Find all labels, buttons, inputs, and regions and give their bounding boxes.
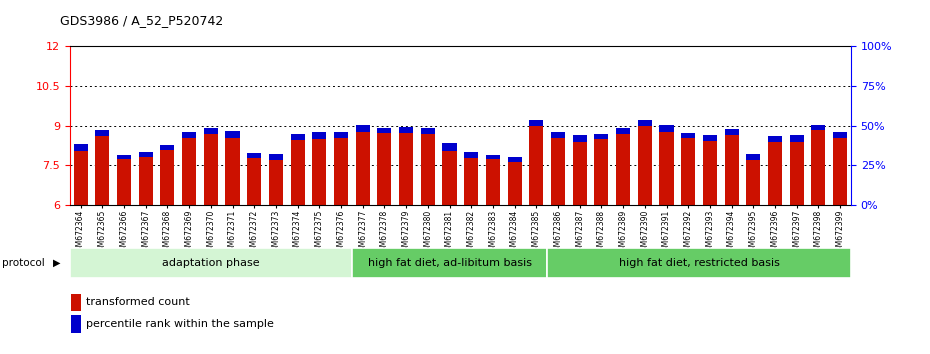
Bar	[724, 135, 738, 205]
Bar	[681, 133, 696, 138]
Text: adaptation phase: adaptation phase	[162, 258, 259, 268]
Bar	[616, 129, 631, 134]
Bar	[225, 131, 240, 138]
Bar	[73, 144, 87, 151]
Bar	[139, 157, 153, 205]
Bar	[355, 125, 370, 132]
Bar	[551, 132, 565, 138]
Text: percentile rank within the sample: percentile rank within the sample	[86, 319, 274, 329]
Bar	[247, 158, 261, 205]
Bar	[352, 248, 547, 278]
Bar	[71, 293, 81, 311]
Bar	[594, 133, 608, 139]
Bar	[117, 159, 131, 205]
Bar	[833, 132, 847, 138]
Bar	[399, 133, 413, 205]
Bar	[746, 160, 761, 205]
Bar	[703, 135, 717, 141]
Bar	[443, 152, 457, 205]
Bar	[420, 127, 435, 134]
Bar	[724, 129, 738, 135]
Text: high fat diet, restricted basis: high fat diet, restricted basis	[618, 258, 779, 268]
Text: ▶: ▶	[53, 258, 60, 268]
Bar	[290, 135, 305, 140]
Bar	[833, 138, 847, 205]
Bar	[225, 138, 240, 205]
Bar	[768, 136, 782, 142]
Bar	[508, 161, 522, 205]
Bar	[638, 120, 652, 126]
Bar	[464, 152, 478, 158]
Bar	[378, 128, 392, 133]
Bar	[312, 132, 326, 139]
Bar	[529, 120, 543, 126]
Bar	[790, 142, 804, 205]
Bar	[182, 132, 196, 138]
Bar	[71, 315, 81, 333]
Bar	[378, 133, 392, 205]
Bar	[247, 153, 261, 158]
Bar	[594, 139, 608, 205]
Bar	[160, 145, 175, 150]
Bar	[573, 136, 587, 142]
Bar	[399, 127, 413, 133]
Bar	[508, 157, 522, 161]
Bar	[811, 130, 826, 205]
Bar	[420, 134, 435, 205]
Bar	[681, 138, 696, 205]
Bar	[790, 136, 804, 142]
Bar	[204, 133, 218, 205]
Bar	[269, 154, 283, 160]
Bar	[746, 154, 761, 160]
Bar	[312, 139, 326, 205]
Bar	[334, 138, 348, 205]
Bar	[529, 126, 543, 205]
Bar	[811, 125, 826, 130]
Text: high fat diet, ad-libitum basis: high fat diet, ad-libitum basis	[367, 258, 532, 268]
Bar	[485, 159, 500, 205]
Bar	[204, 128, 218, 134]
Bar	[768, 142, 782, 205]
Bar	[70, 248, 352, 278]
Bar	[269, 160, 283, 205]
Bar	[443, 143, 457, 152]
Bar	[139, 152, 153, 157]
Text: GDS3986 / A_52_P520742: GDS3986 / A_52_P520742	[60, 14, 224, 27]
Bar	[290, 140, 305, 205]
Bar	[547, 248, 851, 278]
Bar	[73, 151, 87, 205]
Bar	[703, 141, 717, 205]
Bar	[95, 130, 110, 136]
Bar	[638, 126, 652, 205]
Bar	[485, 155, 500, 159]
Bar	[334, 132, 348, 138]
Bar	[464, 158, 478, 205]
Bar	[117, 155, 131, 159]
Bar	[182, 138, 196, 205]
Bar	[551, 138, 565, 205]
Bar	[616, 133, 631, 205]
Text: protocol: protocol	[2, 258, 45, 268]
Bar	[659, 125, 673, 132]
Bar	[95, 136, 110, 205]
Bar	[659, 132, 673, 205]
Bar	[160, 150, 175, 205]
Bar	[573, 142, 587, 205]
Bar	[355, 132, 370, 205]
Text: transformed count: transformed count	[86, 297, 190, 307]
